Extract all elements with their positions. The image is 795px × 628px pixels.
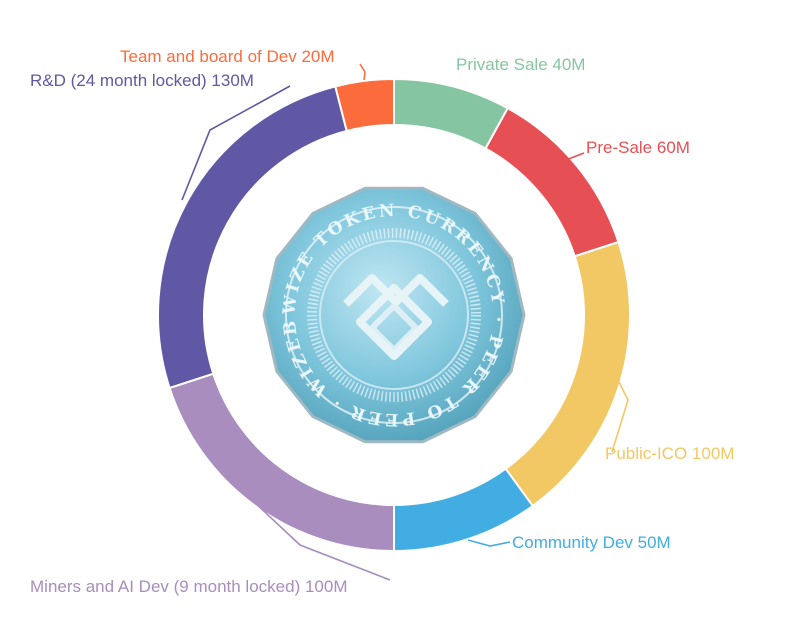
slices-group	[157, 77, 631, 553]
leader-line-2	[611, 379, 629, 453]
leader-line-5	[181, 85, 291, 201]
coin-inner-ring	[285, 206, 503, 424]
leader-lines-group	[181, 63, 629, 581]
slice-2	[504, 240, 631, 508]
slice-label-6: Team and board of Dev 20M	[120, 47, 335, 66]
coin-body	[262, 186, 526, 444]
slice-label-2: Public-ICO 100M	[605, 444, 734, 463]
slice-6	[334, 77, 395, 133]
slice-1	[484, 106, 620, 258]
leader-line-4	[251, 499, 391, 581]
labels-group: Private Sale 40M Pre-Sale 60M Public-ICO 1…	[30, 47, 734, 596]
slice-label-3: Community Dev 50M	[512, 533, 671, 552]
leader-line-3	[467, 539, 511, 547]
coin-center-ring	[319, 240, 469, 390]
coin-ticks-ring	[307, 228, 481, 402]
leader-line-6	[359, 63, 366, 81]
slice-label-5: R&D (24 month locked) 130M	[30, 71, 254, 90]
slice-label-4: Miners and AI Dev (9 month locked) 100M	[30, 577, 347, 596]
wize-logo-icon	[343, 274, 449, 360]
coin-image: WIZE TOKEN CURRENCY · PEER TO PEER · WIZ…	[0, 0, 526, 444]
slice-label-0: Private Sale 40M	[456, 55, 585, 74]
leader-line-1	[553, 152, 585, 171]
slice-label-1: Pre-Sale 60M	[586, 138, 690, 157]
